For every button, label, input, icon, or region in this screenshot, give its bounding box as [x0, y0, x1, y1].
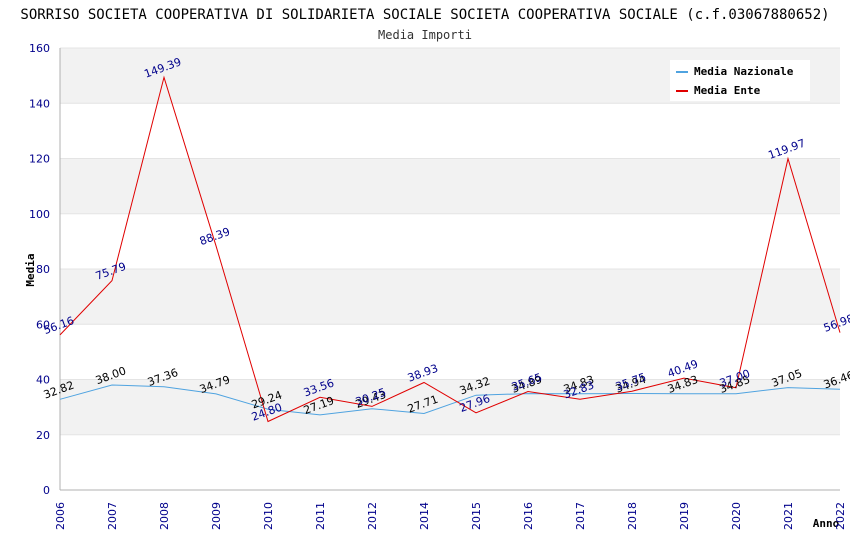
x-axis-label: Anno: [813, 517, 840, 530]
y-tick-label: 100: [29, 208, 50, 221]
series-line-media-ente: [59, 75, 841, 423]
plot-background-bands: [60, 48, 840, 490]
legend-label-ente: Media Ente: [694, 84, 761, 97]
x-tick-label: 2007: [106, 502, 119, 530]
plot-band: [60, 158, 840, 214]
y-tick-label: 140: [29, 97, 50, 110]
x-tick-label: 2018: [626, 502, 639, 530]
x-tick-label: 2020: [730, 502, 743, 530]
x-tick-label: 2015: [470, 502, 483, 530]
plot-band: [60, 434, 840, 490]
y-tick-label: 60: [36, 318, 50, 331]
x-tick-labels: 2006 2007 2008 2009 2010 2011 2012 2014 2015 2016…: [54, 502, 847, 530]
y-tick-label: 20: [36, 429, 50, 442]
legend: Media Nazionale Media Ente: [670, 60, 810, 101]
y-tick-label: 40: [36, 374, 50, 387]
chart-title: SORRISO SOCIETA COOPERATIVA DI SOLIDARIE…: [20, 7, 829, 23]
chart-subtitle: Media Importi: [378, 28, 472, 42]
plot-band: [60, 324, 840, 380]
x-tick-label: 2021: [782, 502, 795, 530]
y-axis-label: Media: [24, 253, 37, 286]
y-tick-label: 120: [29, 153, 50, 166]
plot-band: [60, 379, 840, 435]
legend-box: [670, 60, 810, 101]
series-line-media-nazionale: [59, 384, 841, 416]
x-tick-label: 2008: [158, 502, 171, 530]
x-tick-label: 2016: [522, 502, 535, 530]
x-tick-label: 2009: [210, 502, 223, 530]
plot-band: [60, 269, 840, 325]
x-tick-label: 2010: [262, 502, 275, 530]
x-tick-label: 2022: [834, 502, 847, 530]
x-tick-label: 2006: [54, 502, 67, 530]
x-tick-label: 2012: [366, 502, 379, 530]
y-tick-label: 160: [29, 42, 50, 55]
plot-band: [60, 103, 840, 159]
y-tick-labels: 0 20 40 60 80 100 120 140 160: [29, 42, 50, 497]
x-tick-label: 2019: [678, 502, 691, 530]
series-lines: [59, 75, 841, 423]
x-tick-label: 2017: [574, 502, 587, 530]
plot-band: [60, 213, 840, 269]
x-tick-label: 2014: [418, 502, 431, 530]
legend-label-nazionale: Media Nazionale: [694, 65, 794, 78]
y-tick-label: 80: [36, 263, 50, 276]
y-tick-label: 0: [43, 484, 50, 497]
x-tick-label: 2011: [314, 502, 327, 530]
